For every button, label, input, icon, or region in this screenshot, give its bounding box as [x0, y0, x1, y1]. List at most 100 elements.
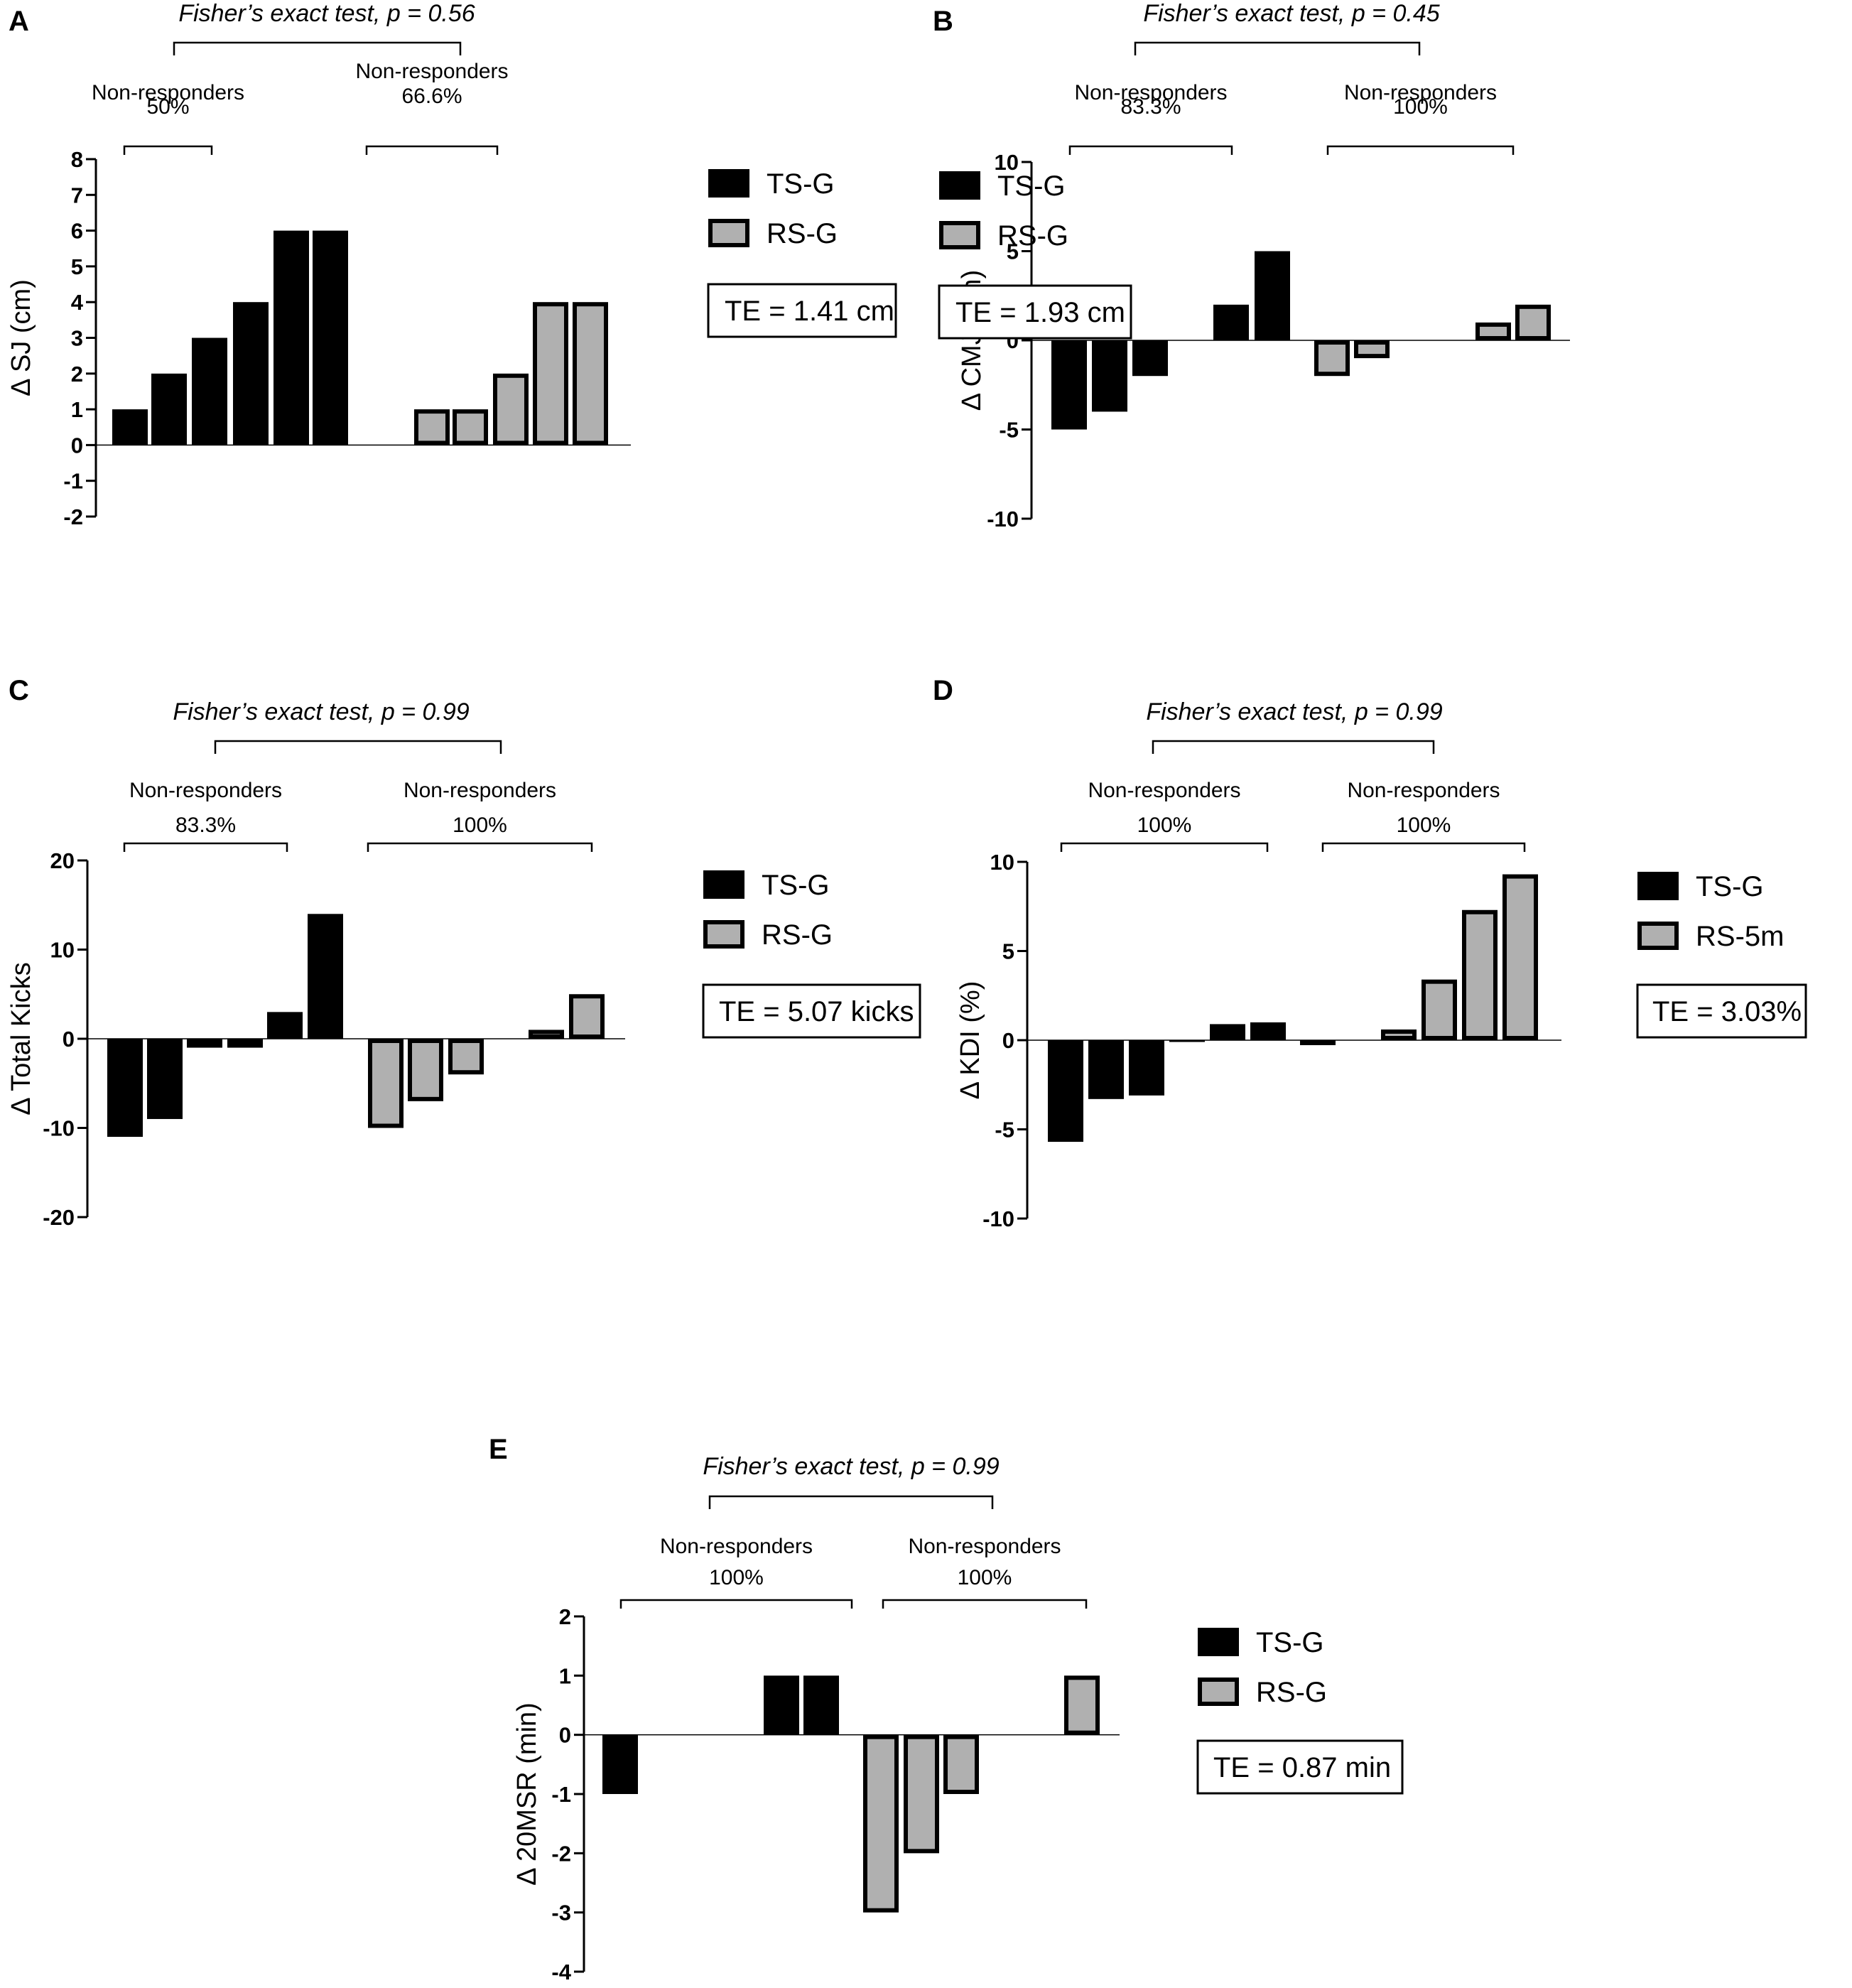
- group-bracket: [1321, 842, 1526, 852]
- bar-ts: [267, 1012, 303, 1039]
- comparison-bracket: [173, 41, 462, 55]
- group-label: Non-responders: [92, 81, 244, 104]
- te-value: TE = 0.87 min: [1213, 1752, 1391, 1783]
- legend-label: RS-G: [1256, 1677, 1327, 1708]
- bar-ts: [803, 1675, 839, 1735]
- bar-ts: [147, 1039, 183, 1119]
- y-tick-label: -2: [551, 1841, 571, 1866]
- y-tick-label: 4: [71, 290, 84, 315]
- bar-ts: [1051, 340, 1087, 430]
- group-label: Non-responders: [1347, 779, 1500, 802]
- group-label: Non-responders: [404, 779, 556, 802]
- group-percent: 83.3%: [1120, 95, 1181, 119]
- comparison-bracket: [214, 740, 502, 754]
- bar-rs: [1300, 1040, 1336, 1045]
- gray-outlined-square-icon: [703, 920, 744, 949]
- te-box: [938, 284, 1132, 340]
- legend-label: TS-G: [1256, 1627, 1324, 1658]
- y-axis-label: Δ KDI (%): [955, 981, 985, 1100]
- bar-ts: [151, 373, 187, 445]
- bar-rs: [904, 1734, 939, 1854]
- chart-panel-a: A Fisher’s exact test, p = 0.56 Non-respon…: [6, 0, 897, 529]
- chart-panel-c: C Fisher’s exact test, p = 0.99 Non-respon…: [6, 675, 921, 1230]
- bar-rs: [1314, 340, 1350, 377]
- group-bracket: [367, 842, 593, 852]
- legend-label: TS-G: [1696, 871, 1764, 902]
- bar-ts: [274, 230, 309, 445]
- bar-rs: [1381, 1029, 1417, 1040]
- bar-rs: [1422, 979, 1457, 1041]
- group-label: Non-responders: [355, 60, 508, 83]
- bar-rs: [943, 1734, 979, 1795]
- te-box: [1196, 1739, 1404, 1795]
- group-percent: 100%: [1397, 814, 1451, 837]
- y-tick-label: 20: [50, 848, 75, 873]
- bar-rs: [1354, 340, 1390, 359]
- group-percent: 50%: [146, 95, 189, 119]
- panel-letter: B: [933, 6, 953, 37]
- y-tick-label: -5: [995, 1118, 1014, 1142]
- bar-ts: [187, 1039, 222, 1048]
- bar-ts: [1088, 1040, 1124, 1099]
- comparison-bracket: [708, 1495, 994, 1509]
- comparison-bracket: [1152, 740, 1435, 754]
- group-bracket: [1068, 145, 1233, 155]
- te-value: TE = 1.93 cm: [955, 297, 1125, 328]
- chart-title: Fisher’s exact test, p = 0.99: [173, 698, 469, 725]
- bar-rs: [569, 994, 605, 1039]
- y-tick-label: -10: [987, 507, 1019, 531]
- bar-rs: [1462, 909, 1498, 1041]
- group-label: Non-responders: [1074, 81, 1227, 104]
- y-axis-label: Δ 20MSR (min): [512, 1702, 542, 1886]
- bar-rs: [863, 1734, 899, 1913]
- group-percent: 100%: [1137, 814, 1192, 837]
- group-percent: 100%: [709, 1566, 764, 1589]
- panel-letter: A: [9, 6, 29, 37]
- bar-rs: [408, 1039, 443, 1101]
- y-tick-label: -10: [982, 1206, 1014, 1231]
- group-bracket: [123, 145, 213, 155]
- chart-panel-e: E Fisher’s exact test, p = 0.99 Non-respon…: [489, 1434, 1404, 1984]
- panel-letter: D: [933, 675, 953, 706]
- bar-ts: [112, 409, 148, 445]
- bar-rs: [1515, 304, 1551, 340]
- y-tick-label: -5: [999, 418, 1019, 443]
- te-box: [707, 283, 897, 338]
- bar-rs: [1475, 322, 1511, 340]
- bar-rs: [448, 1039, 484, 1075]
- chart-title: Fisher’s exact test, p = 0.45: [1143, 0, 1439, 27]
- y-axis-label: Δ SJ (cm): [6, 279, 36, 396]
- black-filled-square-icon: [939, 171, 980, 200]
- bar-ts: [1048, 1040, 1083, 1142]
- bar-ts: [308, 914, 343, 1039]
- y-tick-label: 10: [990, 850, 1014, 875]
- legend-label: TS-G: [762, 870, 830, 901]
- y-tick-label: 5: [71, 254, 83, 279]
- bar-ts: [1169, 1040, 1205, 1042]
- chart-panel-d: D Fisher’s exact test, p = 0.99 Non-respon…: [933, 675, 1807, 1231]
- y-tick-label: 6: [71, 219, 83, 244]
- comparison-bracket: [1134, 41, 1421, 55]
- panel-letter: E: [489, 1434, 508, 1465]
- y-tick-label: 2: [559, 1604, 571, 1629]
- black-filled-square-icon: [708, 169, 749, 198]
- y-tick-label: 3: [71, 326, 83, 351]
- group-percent: 83.3%: [175, 814, 236, 837]
- y-tick-label: 7: [71, 183, 83, 207]
- bar-ts: [1213, 304, 1249, 340]
- y-tick-label: 1: [559, 1663, 571, 1688]
- bar-ts: [192, 337, 227, 445]
- bar-ts: [107, 1039, 143, 1138]
- bar-rs: [533, 302, 568, 445]
- group-bracket: [1326, 145, 1515, 155]
- group-label: Non-responders: [129, 779, 282, 802]
- group-bracket: [619, 1599, 853, 1609]
- y-tick-label: 0: [559, 1723, 571, 1748]
- y-tick-label: 5: [1007, 239, 1019, 264]
- y-tick-label: 10: [50, 938, 75, 963]
- legend-label: TS-G: [997, 171, 1066, 202]
- y-tick-label: 10: [995, 150, 1019, 175]
- y-tick-label: -10: [43, 1116, 75, 1141]
- bar-ts: [233, 302, 269, 445]
